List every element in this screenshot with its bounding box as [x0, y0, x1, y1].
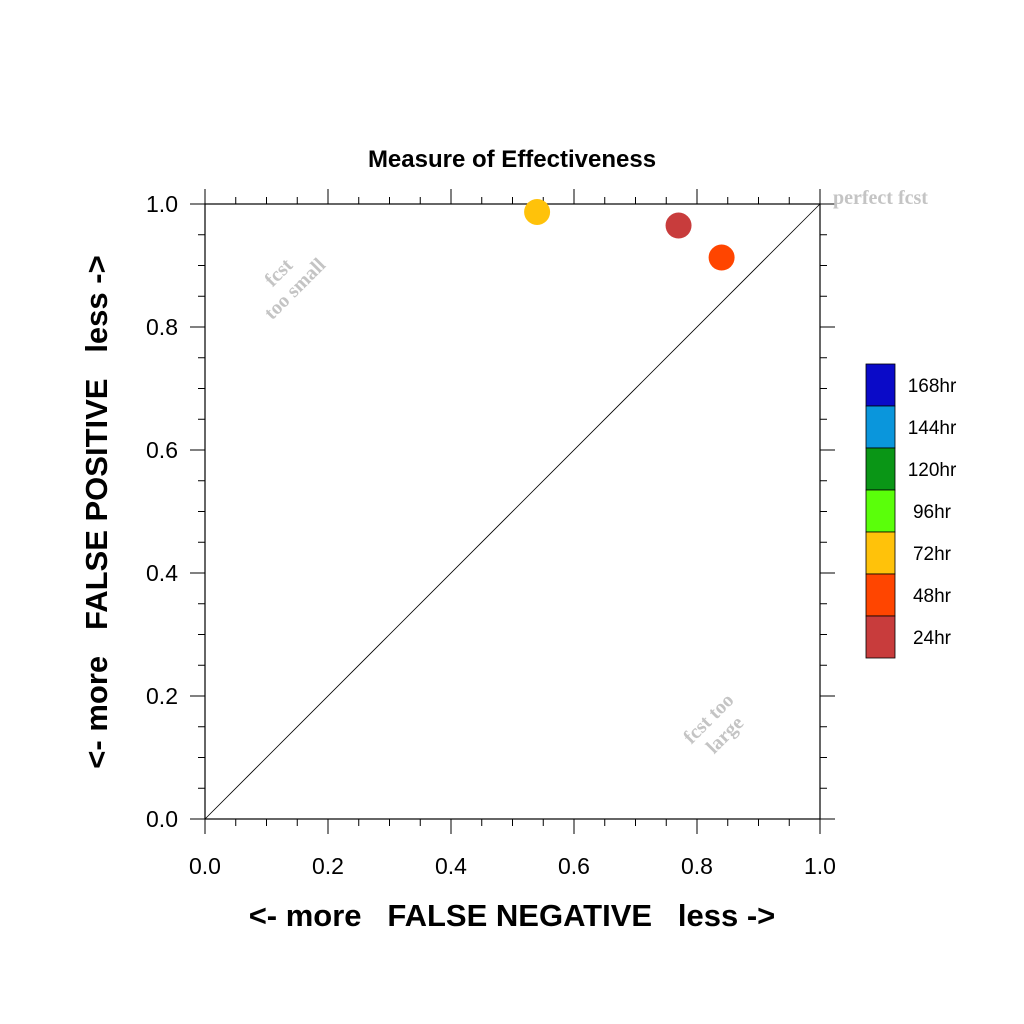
x-tick-label: 1.0 — [804, 853, 836, 879]
y-axis-title: <- more FALSE POSITIVE less -> — [79, 255, 114, 768]
legend-label-96hr: 96hr — [913, 502, 952, 523]
y-tick-label: 0.4 — [146, 560, 178, 586]
x-tick-label: 0.2 — [312, 853, 344, 879]
chart-title: Measure of Effectiveness — [368, 146, 656, 173]
data-point-72hr — [524, 198, 551, 225]
x-tick-label: 0.0 — [189, 853, 221, 879]
y-tick-label: 0.8 — [146, 314, 178, 340]
x-tick-label: 0.4 — [435, 853, 467, 879]
legend-swatch-168hr — [865, 363, 896, 407]
legend-label-24hr: 24hr — [913, 628, 952, 649]
legend-label-120hr: 120hr — [908, 460, 957, 481]
x-tick-label: 0.6 — [558, 853, 590, 879]
fcst-too-small-label: fcst too small — [260, 254, 330, 324]
y-tick-label: 0.2 — [146, 683, 178, 709]
legend-label-48hr: 48hr — [913, 586, 952, 607]
y-tick-label: 0.6 — [146, 437, 178, 463]
diagonal-reference-line — [204, 203, 821, 820]
y-tick-label: 1.0 — [146, 191, 178, 217]
plot-area: 0.0 0.2 0.4 0.6 0.8 1.0 0.0 0.2 0.4 0.6 0.8 1.0 — [146, 189, 836, 879]
legend-label-72hr: 72hr — [913, 544, 952, 565]
x-tick-label: 0.8 — [681, 853, 713, 879]
y-tick-label: 0.0 — [146, 806, 178, 832]
legend-swatch-120hr — [865, 447, 896, 491]
legend-swatch-48hr — [865, 573, 896, 617]
legend-swatch-144hr — [865, 405, 896, 449]
x-axis-title: <- more FALSE NEGATIVE less -> — [249, 898, 776, 933]
legend-swatch-72hr — [865, 531, 896, 575]
legend-label-144hr: 144hr — [908, 418, 957, 439]
legend-label-168hr: 168hr — [908, 376, 957, 397]
perfect-fcst-label: perfect fcst — [833, 187, 928, 209]
legend-swatch-96hr — [865, 489, 896, 533]
fcst-too-large-label: fcst too large — [679, 689, 748, 758]
legend: 168hr 144hr 120hr 96hr 72hr 48hr 24hr — [865, 363, 957, 659]
data-point-48hr — [708, 244, 735, 271]
legend-swatch-24hr — [865, 615, 896, 659]
data-point-24hr — [665, 212, 692, 239]
